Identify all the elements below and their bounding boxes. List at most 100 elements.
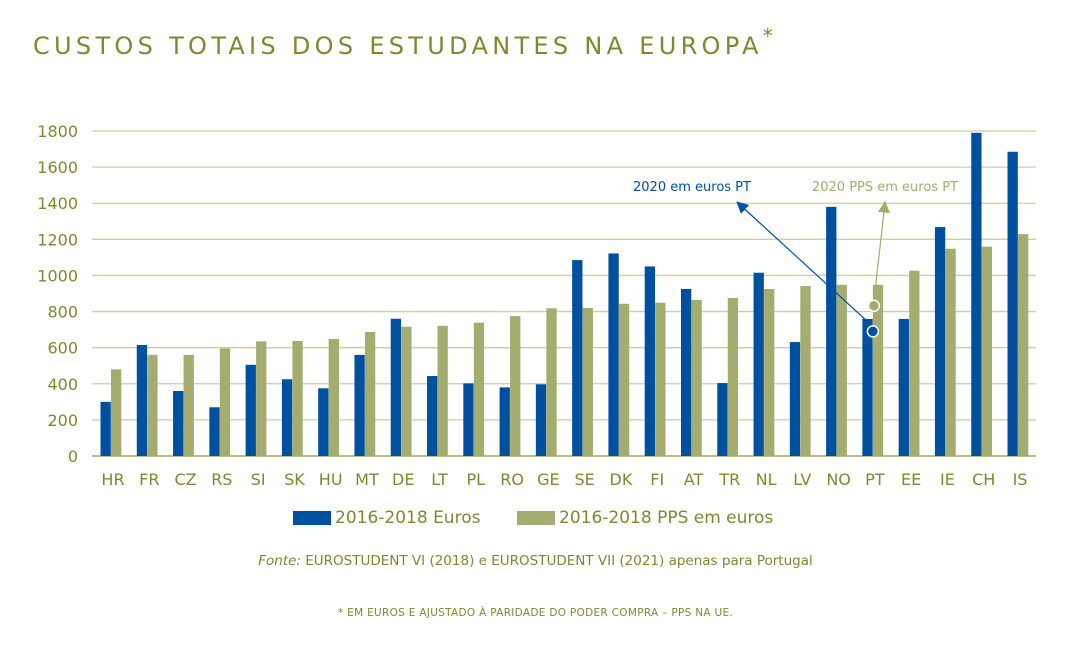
x-tick-label: RO <box>500 470 524 489</box>
x-tick-label: SK <box>284 470 305 489</box>
bar-euros-de <box>390 318 402 456</box>
y-tick-label: 400 <box>47 375 78 394</box>
y-axis-ticks: 0 200 400 600 800 1000 1200 1400 1600 1800 <box>37 122 78 466</box>
bar-euros-mt <box>354 354 365 456</box>
annotation-point <box>867 299 881 313</box>
source-label: Fonte: <box>258 553 301 569</box>
y-tick-label: 200 <box>47 411 78 430</box>
bar-pps-hu <box>328 339 339 456</box>
bar-pps-pt <box>872 284 884 456</box>
footnote: * EM EUROS E AJUSTADO À PARIDADE DO PODE… <box>337 607 734 619</box>
bar-euros-ro <box>499 387 510 456</box>
legend-swatch-euros <box>293 511 331 525</box>
x-tick-label: LV <box>793 470 811 489</box>
bar-euros-tr <box>717 383 728 456</box>
y-tick-label: 600 <box>47 339 78 358</box>
x-tick-label: AT <box>684 470 704 489</box>
title-asterisk: * <box>762 24 773 48</box>
bar-pps-hr <box>111 369 122 456</box>
bar-euros-pt <box>862 318 873 456</box>
source-note: Fonte: EUROSTUDENT VI (2018) e EUROSTUDE… <box>0 553 1071 569</box>
bar-euros-hu <box>318 388 329 456</box>
annotation-label: 2020 em euros PT <box>633 180 751 195</box>
x-tick-label: HU <box>319 470 343 489</box>
x-tick-label: RS <box>211 470 232 489</box>
bar-euros-pl <box>463 383 474 456</box>
bar-pps-ro <box>510 316 521 456</box>
source-text: EUROSTUDENT VI (2018) e EUROSTUDENT VII … <box>300 553 813 569</box>
legend-item-euros: 2016-2018 Euros <box>293 508 480 528</box>
bar-euros-ie <box>934 227 946 456</box>
bar-pps-ge <box>546 308 557 456</box>
x-tick-label: CZ <box>174 470 196 489</box>
annotations: 2020 em euros PT 2020 PPS em euros PT <box>633 180 958 338</box>
chart-title-text: CUSTOS TOTAIS DOS ESTUDANTES NA EUROPA <box>33 32 763 60</box>
x-tick-label: FR <box>139 470 159 489</box>
x-tick-label: TR <box>718 470 740 489</box>
bar-pps-ie <box>945 248 956 456</box>
bar-euros-hr <box>100 401 111 456</box>
bar-euros-si <box>245 364 256 456</box>
bar-pps-se <box>582 307 593 456</box>
x-tick-label: IE <box>940 470 955 489</box>
bar-pps-nl <box>764 288 775 456</box>
bar-euros-fi <box>644 266 655 456</box>
chart-title: CUSTOS TOTAIS DOS ESTUDANTES NA EUROPA* <box>33 24 773 60</box>
y-tick-label: 1400 <box>37 194 78 213</box>
bar-pps-mt <box>364 331 376 456</box>
legend-label-pps: 2016-2018 PPS em euros <box>559 508 774 528</box>
bar-euros-no <box>826 206 837 456</box>
y-tick-label: 1000 <box>37 266 78 285</box>
annotation-arrow <box>736 201 874 327</box>
bar-pps-pl <box>473 322 485 456</box>
x-tick-label: DK <box>610 470 633 489</box>
bar-euros-lv <box>789 342 801 456</box>
bar-euros-dk <box>608 253 619 456</box>
x-tick-label: SI <box>251 470 266 489</box>
bar-euros-at <box>680 288 692 456</box>
y-tick-label: 800 <box>47 303 78 322</box>
legend-item-pps: 2016-2018 PPS em euros <box>517 508 773 528</box>
x-tick-label: DE <box>392 470 414 489</box>
x-tick-label: NL <box>756 470 777 489</box>
bars <box>100 132 1029 457</box>
y-tick-label: 1600 <box>37 158 78 177</box>
bar-pps-ch <box>981 246 993 456</box>
x-tick-label: CH <box>972 470 995 489</box>
bar-euros-fr <box>136 344 148 456</box>
bar-pps-lv <box>800 286 811 456</box>
bar-pps-at <box>691 300 702 456</box>
x-tick-label: PT <box>865 470 885 489</box>
x-tick-label: IS <box>1013 470 1028 489</box>
x-tick-label: FI <box>650 470 664 489</box>
bar-pps-de <box>401 326 412 456</box>
x-axis-labels: HR FR CZ RS SI SK HU MT DE LT PL RO GE SE DK FI AT TR NL LV… <box>101 470 1027 489</box>
bar-pps-lt <box>437 325 448 456</box>
bar-euros-cz <box>173 391 184 456</box>
bar-pps-ee <box>909 270 920 456</box>
bar-euros-ge <box>535 384 547 456</box>
x-tick-label: MT <box>355 470 379 489</box>
bar-pps-cz <box>183 354 194 456</box>
bar-pps-rs <box>219 348 231 456</box>
bar-pps-sk <box>292 340 303 456</box>
y-tick-label: 1800 <box>37 122 78 141</box>
bar-pps-si <box>256 341 267 456</box>
bar-euros-ee <box>898 318 909 456</box>
y-tick-label: 0 <box>68 447 78 466</box>
annotation-arrow <box>873 200 890 301</box>
bar-euros-se <box>572 260 583 456</box>
x-tick-label: HR <box>101 470 124 489</box>
x-tick-label: EE <box>901 470 921 489</box>
bar-euros-is <box>1007 151 1018 456</box>
x-tick-label: LT <box>431 470 448 489</box>
bar-pps-fr <box>147 354 158 456</box>
y-tick-label: 1200 <box>37 230 78 249</box>
bar-euros-nl <box>753 272 764 456</box>
bar-euros-sk <box>281 379 293 456</box>
bar-pps-is <box>1018 234 1029 456</box>
bar-pps-dk <box>618 303 630 456</box>
x-tick-label: PL <box>467 470 486 489</box>
bar-euros-rs <box>209 407 220 456</box>
legend-swatch-pps <box>517 511 555 525</box>
